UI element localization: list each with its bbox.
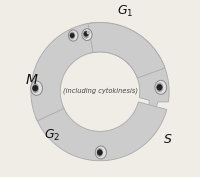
Ellipse shape — [157, 84, 162, 90]
Text: $G_1$: $G_1$ — [117, 4, 134, 19]
Ellipse shape — [33, 85, 38, 91]
Ellipse shape — [84, 31, 88, 36]
Text: $M$: $M$ — [25, 73, 38, 87]
Ellipse shape — [97, 150, 102, 155]
Ellipse shape — [68, 30, 78, 41]
Polygon shape — [31, 23, 127, 121]
Ellipse shape — [69, 32, 75, 39]
Ellipse shape — [156, 82, 163, 92]
Text: $G_2$: $G_2$ — [44, 127, 60, 143]
Ellipse shape — [32, 83, 39, 93]
Text: (including cytokinesis): (including cytokinesis) — [63, 87, 138, 94]
Ellipse shape — [96, 148, 103, 157]
Text: $S$: $S$ — [163, 133, 173, 146]
Ellipse shape — [95, 146, 106, 159]
Ellipse shape — [31, 81, 42, 95]
Ellipse shape — [82, 29, 92, 41]
Ellipse shape — [70, 33, 74, 38]
Ellipse shape — [155, 80, 167, 94]
Ellipse shape — [83, 30, 89, 39]
Polygon shape — [36, 81, 167, 161]
Polygon shape — [88, 22, 165, 78]
Polygon shape — [82, 22, 169, 132]
